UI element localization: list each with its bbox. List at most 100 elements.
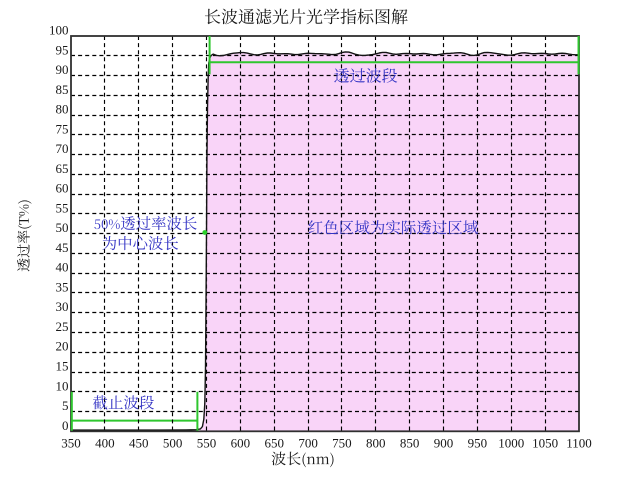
x-tick-label: 650	[264, 436, 284, 451]
glyph	[323, 220, 339, 234]
y-tick-label: 55	[56, 200, 69, 215]
y-tick-label: 0	[62, 418, 69, 433]
y-tick-label: 90	[56, 62, 69, 77]
glyph	[255, 8, 272, 25]
glyph	[370, 220, 385, 235]
x-tick-label: 500	[163, 436, 183, 451]
plot-border	[70, 35, 580, 433]
x-tick-label: 900	[434, 436, 454, 451]
glyph	[416, 220, 432, 235]
glyph	[18, 204, 30, 216]
y-tick-label: 60	[56, 181, 69, 196]
glyph	[204, 8, 221, 25]
y-tick-label: 10	[56, 378, 69, 393]
glyph	[350, 68, 366, 83]
glyph	[17, 258, 30, 272]
y-tick-label: 25	[56, 319, 69, 334]
glyph	[340, 8, 357, 25]
glyph	[302, 452, 306, 468]
x-axis-label	[271, 451, 334, 468]
y-tick-label: 15	[56, 359, 69, 374]
glyph	[238, 8, 255, 25]
glyph	[17, 200, 32, 204]
y-tick-label: 75	[56, 121, 69, 136]
annotation-text-layer	[16, 8, 478, 468]
x-tick-label: 700	[298, 436, 318, 451]
y-tick-label: 85	[56, 82, 69, 97]
y-axis-label	[16, 200, 32, 272]
glyph	[306, 8, 323, 25]
glyph	[402, 220, 416, 235]
tick-labels-layer: 0 5 10 15 20 25 30 35 40 45 50 55 60 65 70 75 80 85 90 95 10…	[49, 23, 592, 451]
y-tick-label: 30	[56, 299, 69, 314]
glyph	[463, 220, 478, 235]
glyph	[340, 220, 354, 235]
band-ticks-layer	[70, 36, 580, 431]
glyph	[118, 236, 132, 251]
glyph	[108, 395, 123, 409]
y-tick-label: 95	[56, 42, 69, 57]
glyph	[385, 220, 401, 235]
half-transmittance-dot	[202, 230, 208, 235]
x-tick-label: 1050	[532, 436, 558, 451]
glyph	[289, 8, 306, 25]
transmittance-curve	[71, 51, 580, 431]
glyph	[136, 216, 151, 231]
glyph	[17, 244, 30, 258]
y-tick-label: 100	[49, 23, 69, 38]
glyph	[182, 216, 197, 231]
y-tick-label: 40	[56, 260, 69, 275]
y-tick-label: 20	[56, 339, 69, 354]
y-tick-label: 45	[56, 240, 69, 255]
glyph	[382, 68, 398, 83]
transmission-fill	[200, 51, 579, 432]
x-tick-label: 350	[61, 436, 81, 451]
glyph	[120, 216, 136, 230]
y-tick-label: 80	[56, 102, 69, 117]
glyph	[123, 395, 139, 410]
glyph	[432, 220, 447, 235]
glyph	[19, 216, 29, 225]
grid-layer	[71, 36, 579, 432]
y-tick-label: 65	[56, 161, 69, 176]
x-tick-label: 550	[197, 436, 217, 451]
band-lines-layer	[71, 61, 579, 422]
glyph	[151, 215, 166, 231]
glyph	[334, 68, 350, 83]
plot-border-layer	[70, 35, 580, 433]
glyph	[271, 451, 286, 466]
cutoff-band-label	[92, 395, 155, 410]
fill-layer	[200, 51, 579, 432]
glyph	[366, 68, 382, 83]
glyph	[391, 8, 408, 25]
fill-region-label	[308, 220, 478, 235]
y-tick-label: 35	[56, 279, 69, 294]
glyph	[308, 220, 323, 234]
center-wavelength-label-line2	[102, 236, 179, 251]
glyph	[133, 236, 148, 250]
glyph	[148, 236, 163, 251]
glyph	[221, 8, 238, 25]
curve-layer	[71, 51, 580, 431]
glyph	[94, 219, 101, 230]
glyph	[316, 456, 330, 465]
glyph	[357, 8, 374, 25]
y-tick-label: 5	[62, 398, 69, 413]
x-tick-label: 1100	[566, 436, 592, 451]
x-tick-label: 850	[400, 436, 420, 451]
glyph	[167, 216, 182, 231]
y-tick-label: 50	[56, 220, 69, 235]
glyph	[330, 452, 334, 468]
x-tick-label: 1000	[498, 436, 524, 451]
glyph	[306, 456, 316, 465]
glyph	[286, 451, 301, 466]
glyph	[375, 8, 390, 25]
y-tick-label: 70	[56, 141, 69, 156]
center-wavelength-label-line1	[94, 215, 197, 231]
x-tick-label: 400	[95, 436, 115, 451]
glyph	[272, 8, 289, 25]
glyph	[108, 219, 120, 230]
glyph	[17, 225, 32, 229]
